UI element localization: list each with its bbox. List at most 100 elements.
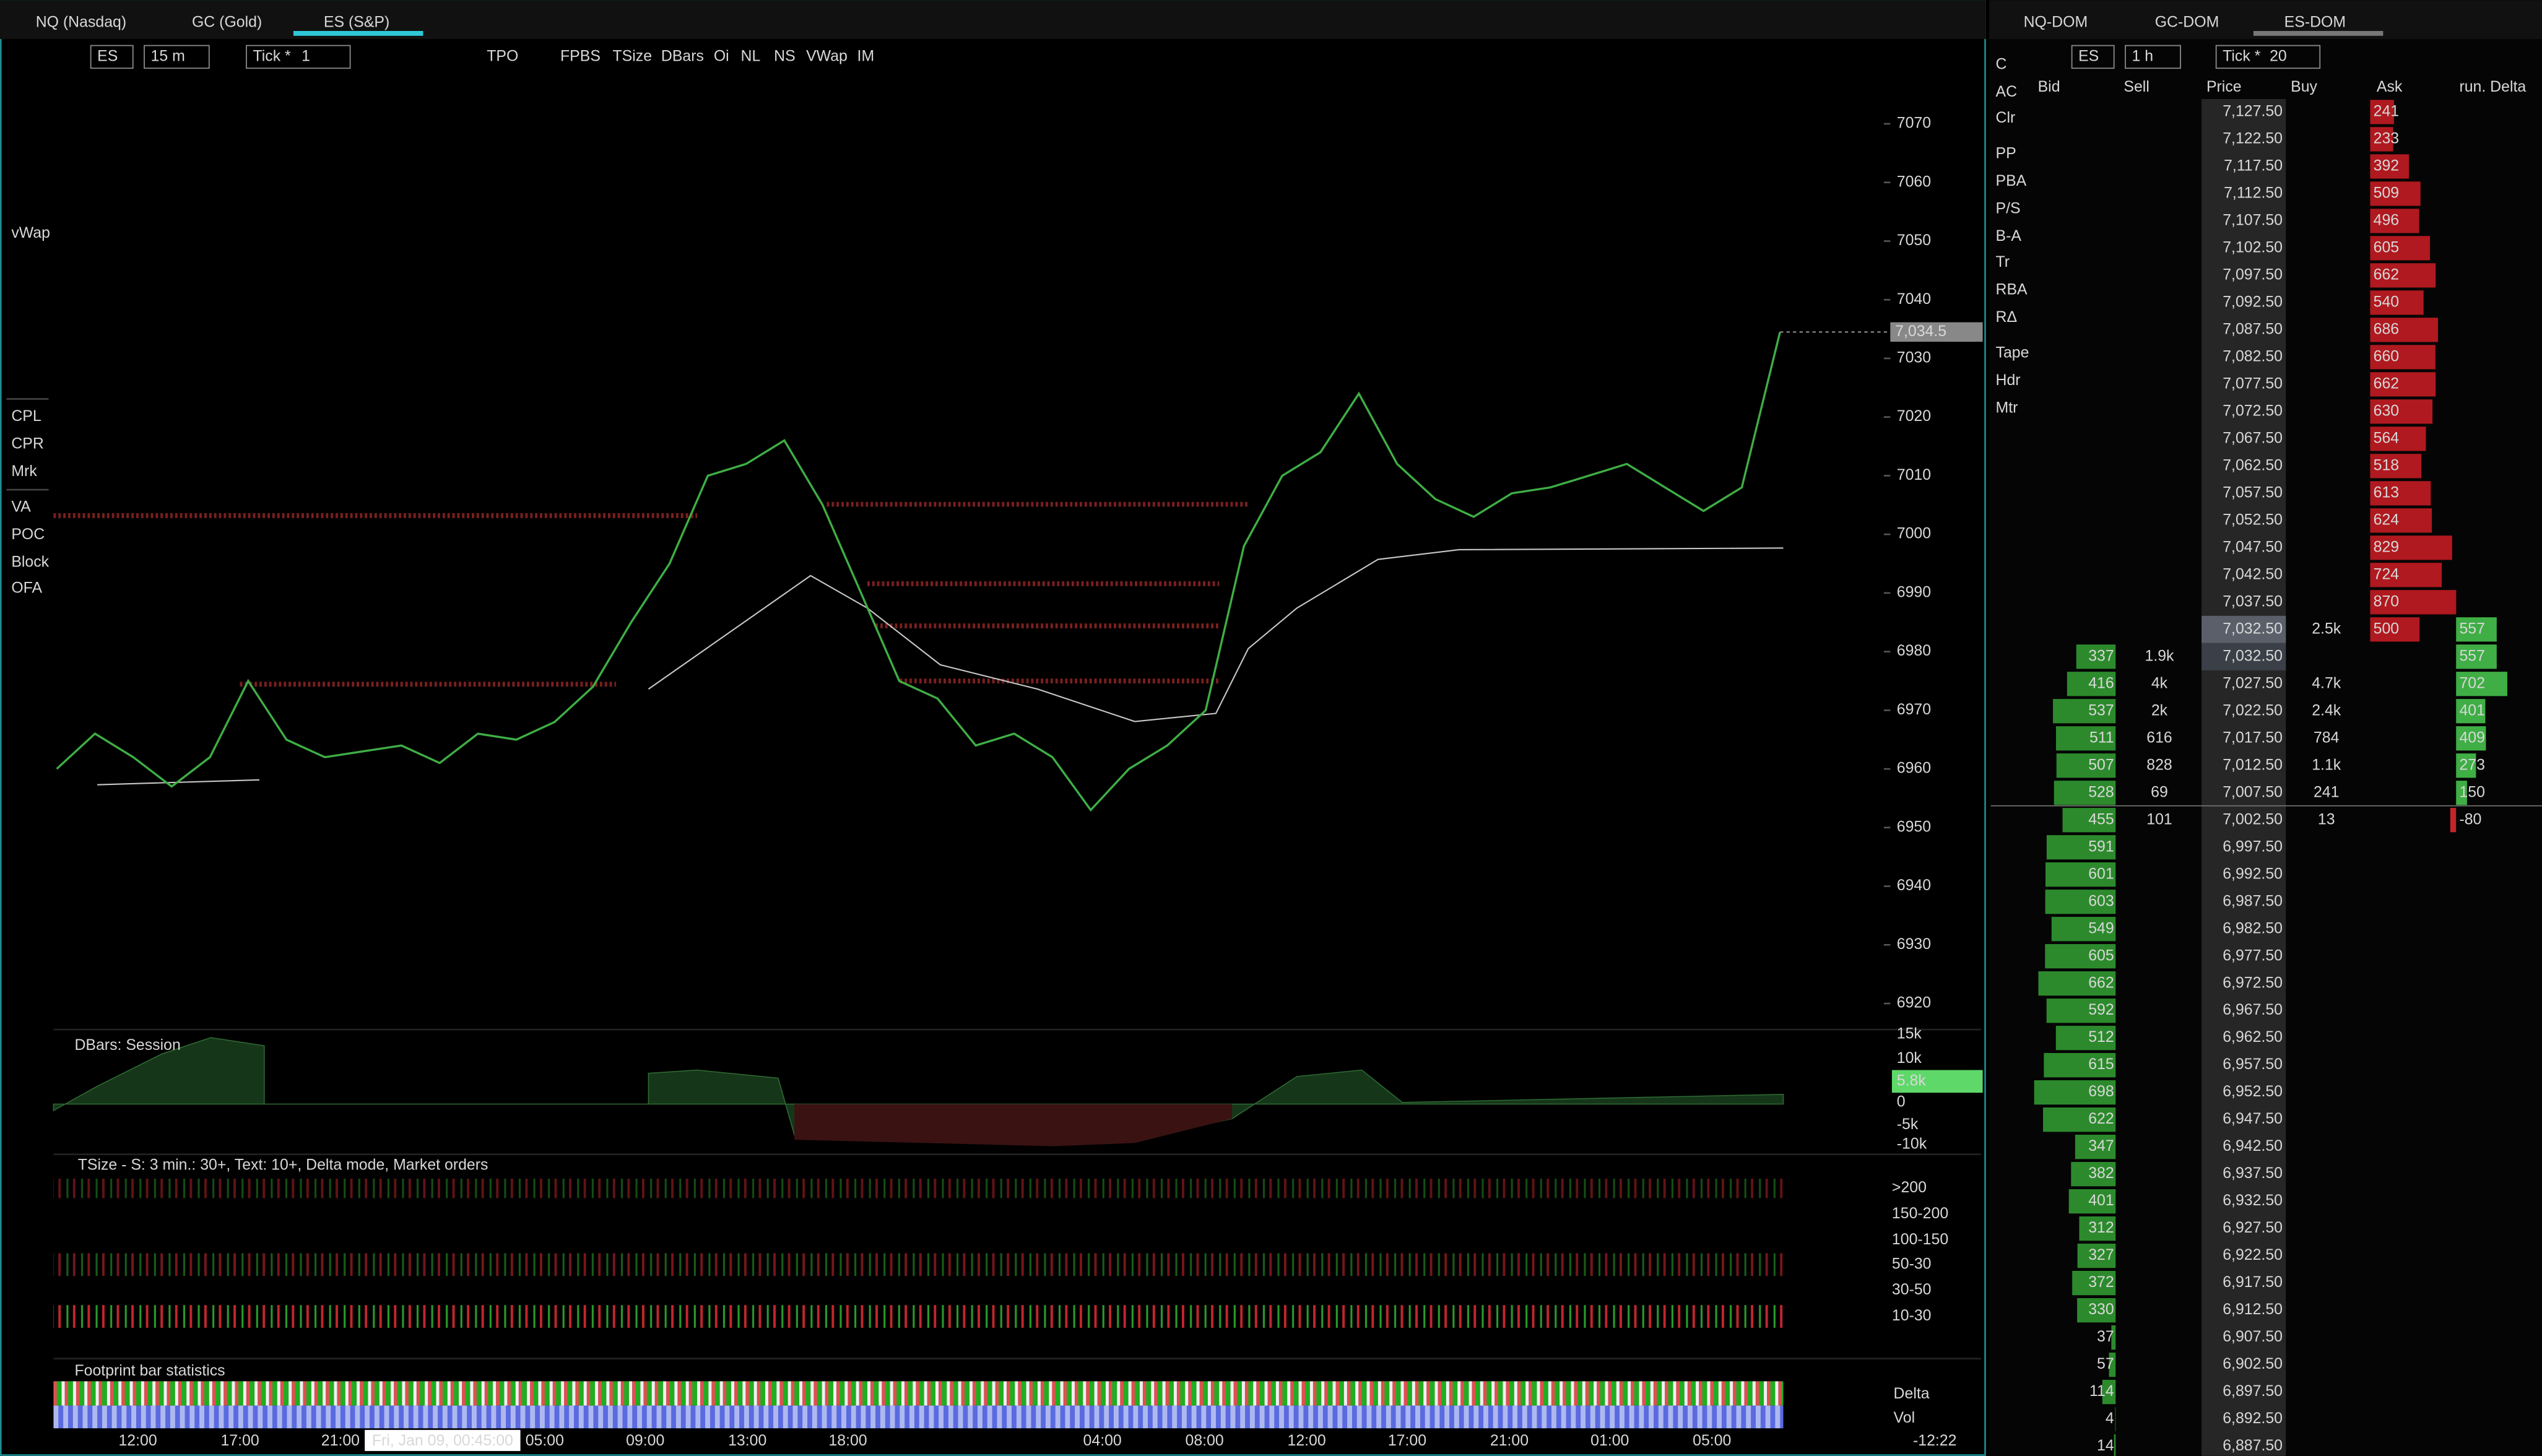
- dom-bid: 455: [2088, 810, 2114, 828]
- dom-ask: 660: [2374, 347, 2399, 365]
- current-price-bg: [2201, 643, 2286, 670]
- dom-bid: 603: [2088, 892, 2114, 909]
- ask-bar: [2370, 454, 2422, 479]
- dom-bid: 662: [2088, 974, 2114, 991]
- toolbar-button[interactable]: FPBS: [560, 47, 601, 64]
- dom-price: 6,942.50: [2223, 1137, 2283, 1155]
- tab[interactable]: NQ-DOM: [2024, 13, 2088, 30]
- dom-price: 7,117.50: [2224, 157, 2283, 174]
- bid-bar: [2111, 1325, 2116, 1350]
- input-box[interactable]: [144, 45, 210, 69]
- y-tick-label: 6950: [1897, 818, 1931, 835]
- interval[interactable]: 15 m: [151, 47, 185, 64]
- interval[interactable]: 1 h: [2132, 47, 2153, 64]
- bid-bar: [2072, 1270, 2116, 1296]
- symbol[interactable]: ES: [2078, 47, 2099, 64]
- dom-tool[interactable]: PBA: [1996, 172, 2027, 189]
- input-box[interactable]: [2125, 45, 2181, 69]
- dom-price: 6,902.50: [2223, 1355, 2283, 1372]
- dom-tool[interactable]: Tape: [1996, 344, 2029, 362]
- last-price-label: 7,034.5: [1895, 323, 1946, 340]
- dom-bid: 592: [2088, 1001, 2114, 1018]
- dom-sell: 1.9k: [2145, 647, 2175, 664]
- dom-tool[interactable]: Hdr: [1996, 371, 2021, 389]
- bid-bar: [2076, 644, 2116, 669]
- tool[interactable]: POC: [11, 526, 45, 543]
- toolbar-button[interactable]: IM: [857, 47, 875, 64]
- dom-tool[interactable]: Tr: [1996, 253, 2010, 271]
- delta-bar: [2456, 672, 2507, 696]
- toolbar-button[interactable]: VWap: [806, 47, 848, 64]
- bid-bar: [2071, 1162, 2116, 1187]
- dom-ask: 496: [2374, 211, 2399, 228]
- tool[interactable]: Mrk: [11, 462, 37, 480]
- dom-bid: 382: [2088, 1164, 2114, 1182]
- ask-bar: [2370, 427, 2426, 451]
- tab[interactable]: GC (Gold): [192, 13, 262, 30]
- dom-price: 7,012.50: [2223, 756, 2283, 773]
- input-box[interactable]: [90, 45, 134, 69]
- bid-bar: [2055, 1026, 2116, 1051]
- dom-buy: 241: [2314, 783, 2339, 800]
- tab[interactable]: ES (S&P): [324, 13, 389, 30]
- dom-bid: 511: [2089, 729, 2114, 746]
- active-dom-tab-indicator: [2253, 30, 2384, 36]
- toolbar-button[interactable]: TSize: [612, 47, 652, 64]
- tool[interactable]: VA: [11, 498, 31, 515]
- dom-column-header: Buy: [2291, 78, 2317, 95]
- toolbar-button[interactable]: Oi: [714, 47, 729, 64]
- dom-bid: 528: [2088, 783, 2114, 800]
- dom-tool[interactable]: AC: [1996, 83, 2018, 100]
- dom-price: 7,002.50: [2223, 810, 2283, 828]
- dom-ask: 509: [2374, 184, 2399, 201]
- bid-bar: [2114, 1434, 2116, 1456]
- toolbar-button[interactable]: DBars: [661, 47, 704, 64]
- ask-bar: [2370, 345, 2436, 370]
- toolbar-button[interactable]: NL: [741, 47, 761, 64]
- y-tick-label: 6990: [1897, 583, 1931, 600]
- tab[interactable]: ES-DOM: [2284, 13, 2346, 30]
- dom-price: 6,892.50: [2223, 1410, 2283, 1427]
- tool[interactable]: CPR: [11, 435, 43, 452]
- dom-buy: 784: [2314, 729, 2340, 746]
- x-tick-label: 04:00: [1083, 1432, 1122, 1449]
- tick-value[interactable]: 1: [301, 47, 310, 64]
- tool[interactable]: vWap: [11, 224, 50, 241]
- tab[interactable]: GC-DOM: [2155, 13, 2219, 30]
- dom-sell: 828: [2146, 756, 2172, 773]
- dom-column-header: run. Delta: [2459, 78, 2526, 95]
- dom-ask: 233: [2374, 129, 2399, 147]
- dom-tool[interactable]: Clr: [1996, 109, 2016, 126]
- tool[interactable]: CPL: [11, 407, 41, 425]
- symbol[interactable]: ES: [97, 47, 118, 64]
- tick-value[interactable]: 20: [2270, 47, 2287, 64]
- dom-delta: 273: [2459, 756, 2484, 773]
- dom-bid: 698: [2088, 1083, 2114, 1100]
- toolbar-button[interactable]: NS: [774, 47, 796, 64]
- dom-price: 6,947.50: [2223, 1110, 2283, 1127]
- dom-ask: 662: [2374, 266, 2399, 283]
- dom-tool[interactable]: PP: [1996, 145, 2016, 162]
- bid-bar: [2053, 699, 2116, 724]
- dom-ask: 241: [2374, 102, 2399, 119]
- dom-tool[interactable]: RΔ: [1996, 308, 2018, 326]
- dbars-negative: [794, 1104, 1233, 1146]
- bid-bar: [2062, 808, 2116, 833]
- tab[interactable]: NQ (Nasdaq): [36, 13, 126, 30]
- input-box[interactable]: [2071, 45, 2115, 69]
- input-box[interactable]: [2215, 45, 2321, 69]
- dom-delta: 150: [2459, 783, 2484, 800]
- tool[interactable]: OFA: [11, 579, 42, 596]
- dom-bid: 605: [2088, 947, 2114, 964]
- dom-tool[interactable]: RBA: [1996, 281, 2028, 298]
- dom-tool[interactable]: Mtr: [1996, 399, 2018, 417]
- dom-buy: 2.4k: [2312, 701, 2341, 719]
- input-box[interactable]: [246, 45, 351, 69]
- bid-bar: [2051, 917, 2116, 942]
- dom-tool[interactable]: B-A: [1996, 227, 2022, 245]
- dom-tool[interactable]: C: [1996, 56, 2007, 73]
- footprint-row-label: Vol: [1894, 1409, 1915, 1426]
- tool[interactable]: Block: [11, 553, 49, 570]
- dom-tool[interactable]: P/S: [1996, 200, 2021, 217]
- toolbar-button[interactable]: TPO: [487, 47, 518, 64]
